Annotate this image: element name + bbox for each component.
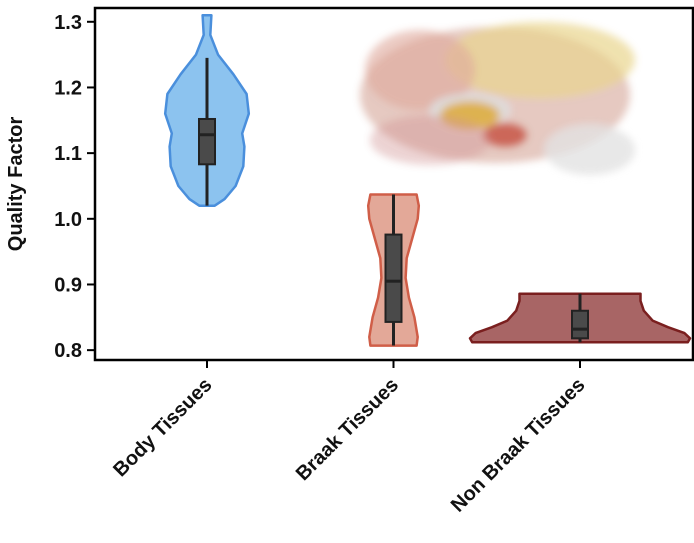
x-tick-label: Body Tissues (109, 374, 216, 481)
y-tick-label: 0.8 (54, 340, 82, 362)
iqr-box (198, 117, 216, 166)
x-tick-label: Non Braak Tissues (447, 374, 590, 517)
brain-illustration (360, 22, 635, 175)
y-tick-label: 1.3 (54, 12, 82, 34)
iqr-box (384, 233, 403, 323)
y-tick-label: 1.0 (54, 209, 82, 231)
y-tick-label: 1.2 (54, 77, 82, 99)
y-axis-label: Quality Factor (5, 117, 27, 252)
x-tick-label: Braak Tissues (292, 374, 403, 485)
iqr-box (571, 309, 589, 340)
y-tick-label: 0.9 (54, 274, 82, 296)
y-tick-label: 1.1 (54, 143, 82, 165)
